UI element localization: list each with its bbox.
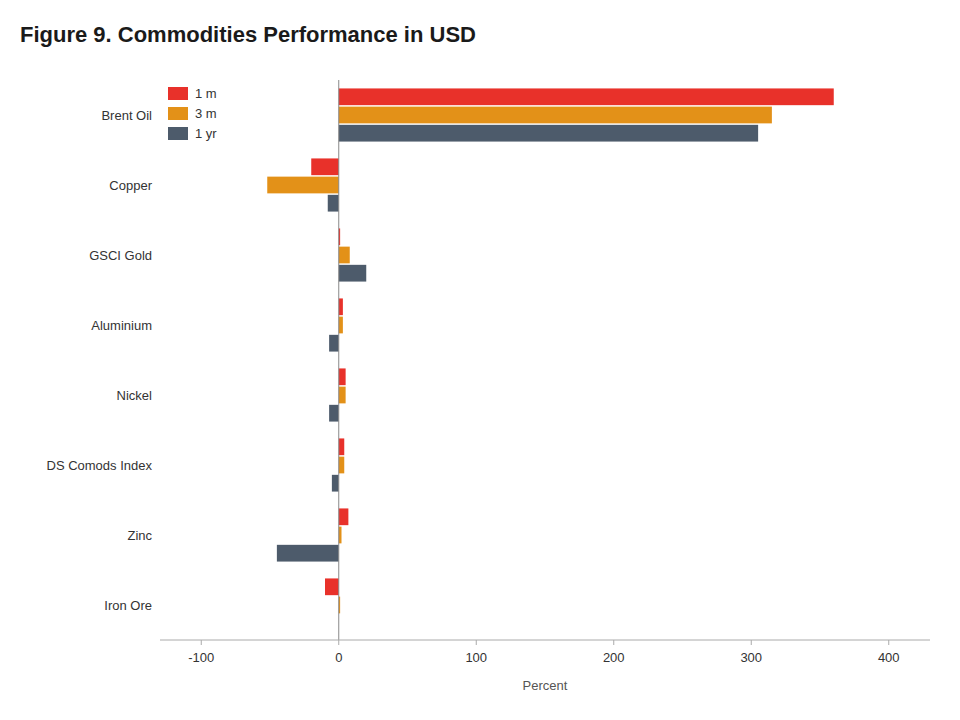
x-tick (476, 640, 477, 645)
bar (339, 438, 345, 455)
y-tick-label: Nickel (117, 388, 153, 403)
bar (339, 457, 345, 474)
bar (328, 195, 339, 212)
legend-label: 1 m (195, 86, 217, 101)
bar (339, 298, 343, 315)
y-tick-label: Brent Oil (101, 108, 152, 123)
x-tick (338, 640, 339, 645)
x-tick-label: 400 (878, 650, 900, 665)
bars (267, 88, 834, 613)
x-tick-label: 0 (335, 650, 342, 665)
title: Figure 9. Commodities Performance in USD (20, 22, 476, 47)
bar (339, 368, 346, 385)
legend-label: 3 m (195, 106, 217, 121)
bar (329, 405, 339, 422)
x-tick-label: 300 (740, 650, 762, 665)
legend-swatch (168, 87, 188, 100)
bar (339, 247, 350, 264)
bar (325, 578, 339, 595)
x-tick (613, 640, 614, 645)
legend-swatch (168, 107, 188, 120)
legend: 1 m 3 m 1 yr (168, 86, 217, 141)
bar (339, 387, 346, 404)
zero-line (338, 80, 339, 640)
x-tick (888, 640, 889, 645)
x-tick-label: -100 (188, 650, 214, 665)
legend-swatch (168, 127, 188, 140)
x-tick-label: 200 (603, 650, 625, 665)
y-tick-label: Iron Ore (104, 598, 152, 613)
bar (339, 125, 758, 142)
bar (329, 335, 339, 352)
x-tick (201, 640, 202, 645)
bar (332, 475, 339, 492)
x-axis-label: Percent (523, 678, 568, 693)
y-tick-label: Aluminium (91, 318, 152, 333)
chart: Figure 9. Commodities Performance in USD… (0, 0, 960, 720)
x-tick (751, 640, 752, 645)
x-tick-label: 100 (465, 650, 487, 665)
x-axis-line (160, 640, 930, 641)
y-tick-label: DS Comods Index (47, 458, 153, 473)
bar (339, 88, 834, 105)
legend-label: 1 yr (195, 126, 217, 141)
bar (339, 317, 343, 334)
y-tick-label: Copper (109, 178, 152, 193)
bar (339, 265, 367, 282)
bar (339, 107, 772, 124)
bar (339, 508, 349, 525)
y-tick-label: GSCI Gold (89, 248, 152, 263)
bar (277, 545, 339, 562)
y-tick-label: Zinc (127, 528, 152, 543)
bar (311, 158, 339, 175)
bar (267, 177, 339, 194)
